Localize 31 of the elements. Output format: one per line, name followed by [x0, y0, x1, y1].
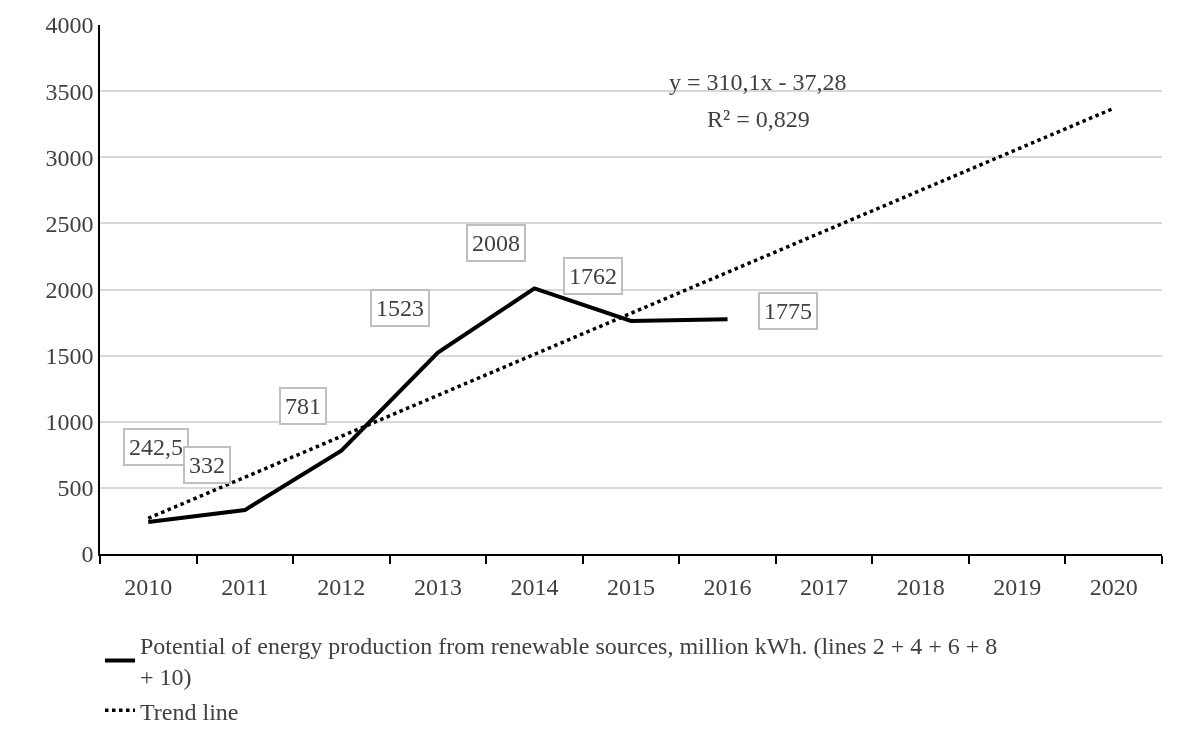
data-label: 781 [285, 393, 321, 419]
x-tick-label: 2017 [800, 573, 849, 600]
y-tick-label: 0 [81, 541, 94, 568]
data-label: 2008 [472, 230, 520, 256]
x-tick-label: 2014 [510, 573, 559, 600]
legend-label: Trend line [140, 698, 239, 725]
y-tick-label: 2500 [45, 210, 94, 237]
x-tick-label: 2011 [221, 573, 269, 600]
x-tick-label: 2012 [317, 573, 366, 600]
y-tick-label: 3000 [45, 144, 94, 171]
x-tick-label: 2019 [993, 573, 1042, 600]
x-tick-label: 2015 [607, 573, 655, 600]
data-label: 1523 [376, 295, 424, 321]
data-label: 1775 [764, 298, 812, 324]
x-tick-label: 2016 [703, 573, 752, 600]
y-tick-label: 3500 [45, 78, 94, 105]
data-label: 332 [189, 452, 225, 478]
y-tick-label: 500 [57, 475, 94, 502]
annotation: R² = 0,829 [707, 106, 810, 132]
legend-label: Potential of energy production from renewable sources, million kWh. (lines 2 + 4 + 6 + 8 + 10) [140, 633, 998, 691]
data-label: 242,5 [129, 434, 183, 460]
x-tick-label: 2010 [124, 573, 173, 600]
x-tick-label: 2018 [896, 573, 945, 600]
x-tick-label: 2020 [1089, 573, 1138, 600]
x-tick-label: 2013 [413, 573, 462, 600]
y-tick-label: 2000 [45, 276, 94, 303]
data-label: 1762 [569, 263, 617, 289]
y-tick-label: 4000 [45, 12, 94, 39]
y-tick-label: 1000 [45, 409, 94, 436]
y-tick-label: 1500 [45, 343, 94, 370]
annotation: y = 310,1x - 37,28 [669, 69, 847, 95]
